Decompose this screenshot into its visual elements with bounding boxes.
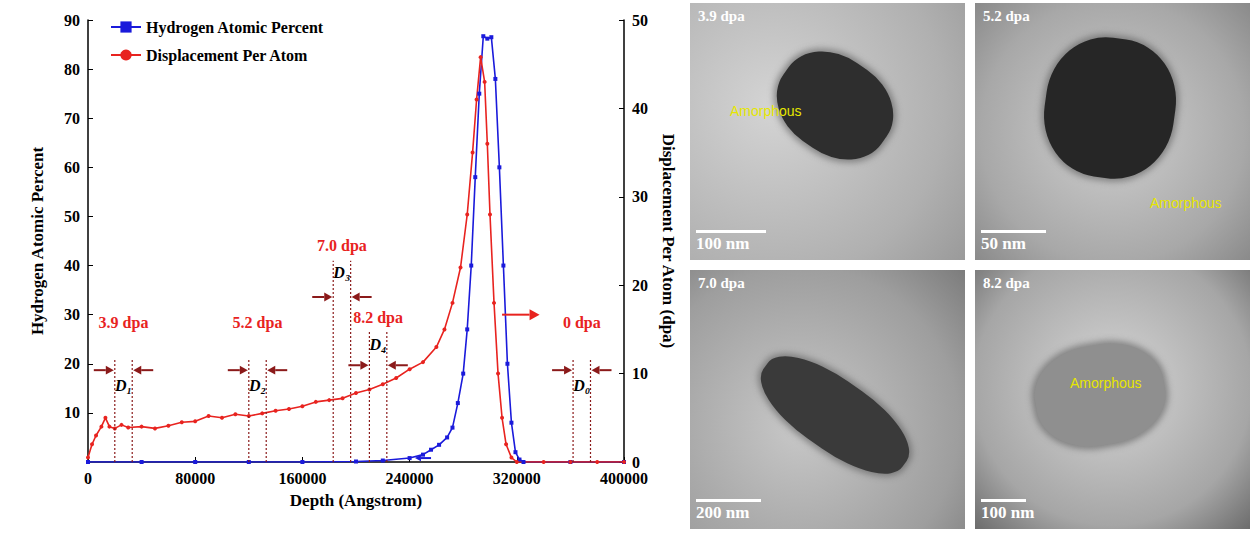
svg-text:160000: 160000 (278, 470, 326, 487)
html-text:100 nm: 100 nm (696, 234, 750, 253)
html-text:100 nm: 100 nm (981, 503, 1035, 522)
svg-text:D₀: D₀ (572, 377, 590, 394)
svg-text:400000: 400000 (600, 470, 648, 487)
svg-text:3.9 dpa: 3.9 dpa (99, 314, 149, 332)
svg-text:Depth (Angstrom): Depth (Angstrom) (290, 491, 422, 510)
svg-text:D₃: D₃ (332, 264, 350, 281)
html-text:50 nm: 50 nm (981, 234, 1026, 253)
svg-text:5.2 dpa: 5.2 dpa (233, 314, 283, 332)
svg-text:Displacement Per Atom: Displacement Per Atom (146, 47, 308, 65)
svg-text:D₄: D₄ (369, 336, 387, 353)
html-text:200 nm: 200 nm (696, 503, 750, 522)
svg-text:50: 50 (632, 12, 648, 29)
svg-text:10: 10 (632, 365, 648, 382)
svg-text:80000: 80000 (175, 470, 215, 487)
svg-text:10: 10 (64, 404, 80, 421)
svg-text:60: 60 (64, 159, 80, 176)
svg-text:40: 40 (632, 100, 648, 117)
html-text:8.2 dpa: 8.2 dpa (983, 275, 1030, 291)
svg-text:7.0 dpa: 7.0 dpa (317, 237, 367, 255)
svg-text:D₁: D₁ (114, 377, 132, 394)
svg-text:20: 20 (632, 277, 648, 294)
html-text:7.0 dpa: 7.0 dpa (698, 275, 745, 291)
svg-text:70: 70 (64, 110, 80, 127)
html-text:Amorphous: Amorphous (1070, 375, 1142, 391)
svg-text:30: 30 (64, 306, 80, 323)
html-text:3.9 dpa: 3.9 dpa (698, 8, 745, 24)
svg-text:50: 50 (64, 208, 80, 225)
svg-text:Hydrogen Atomic Percent: Hydrogen Atomic Percent (146, 19, 324, 37)
svg-text:8.2 dpa: 8.2 dpa (353, 309, 403, 327)
svg-text:80: 80 (64, 61, 80, 78)
html-text:Amorphous: Amorphous (730, 103, 802, 119)
svg-text:240000: 240000 (386, 470, 434, 487)
svg-text:Displacement Per Atom (dpa): Displacement Per Atom (dpa) (659, 134, 678, 349)
svg-text:0: 0 (84, 470, 92, 487)
html-text:5.2 dpa: 5.2 dpa (983, 8, 1030, 24)
svg-text:320000: 320000 (493, 470, 541, 487)
svg-text:D₂: D₂ (248, 377, 266, 394)
html-text:Amorphous: Amorphous (1150, 195, 1222, 211)
svg-text:40: 40 (64, 257, 80, 274)
svg-text:90: 90 (64, 12, 80, 29)
svg-text:Hydrogen Atomic Percent: Hydrogen Atomic Percent (28, 147, 47, 336)
svg-text:20: 20 (64, 355, 80, 372)
svg-text:0 dpa: 0 dpa (563, 314, 601, 332)
svg-text:30: 30 (632, 188, 648, 205)
svg-text:0: 0 (632, 454, 640, 471)
